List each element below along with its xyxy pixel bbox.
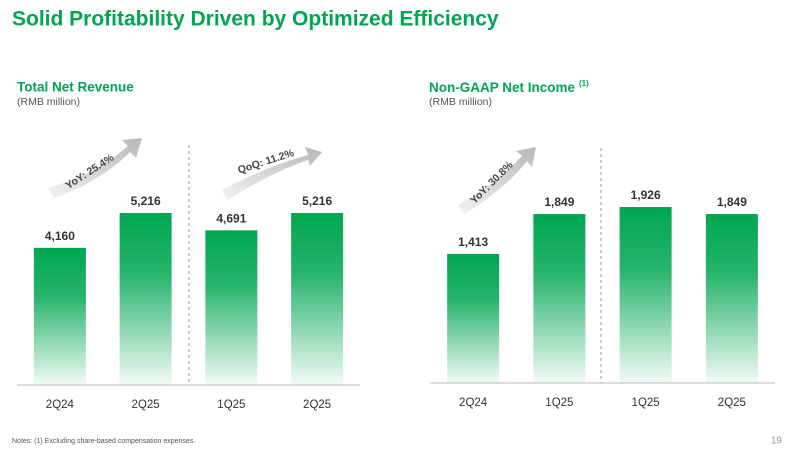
annotation: YoY: 30.8% — [468, 159, 516, 207]
chart-title: Non-GAAP Net Income (1) — [429, 79, 589, 94]
chart-title-text: Non-GAAP Net Income — [429, 80, 576, 95]
x-tick-label: 1Q25 — [217, 399, 245, 411]
arrow — [48, 138, 142, 198]
bar — [205, 230, 258, 385]
value-label: 1,413 — [458, 235, 488, 249]
arrow — [458, 147, 536, 214]
chart-subtitle: (RMB million) — [17, 96, 80, 108]
x-tick-label: 2Q25 — [132, 399, 160, 411]
value-label: 1,926 — [631, 188, 661, 202]
annotation: YoY: 25.4% — [64, 151, 117, 191]
slide-title: Solid Profitability Driven by Optimized … — [12, 8, 499, 31]
bar — [33, 247, 86, 385]
x-tick-label: 2Q24 — [46, 399, 75, 411]
value-label: 5,216 — [302, 194, 332, 208]
arrow — [222, 147, 322, 200]
value-label: 1,849 — [544, 195, 574, 209]
bar — [533, 214, 586, 383]
bar — [619, 207, 672, 383]
footnote: Notes: (1) Excluding share-based compens… — [12, 438, 195, 445]
value-label: 4,691 — [216, 211, 246, 225]
x-tick-label: 2Q25 — [718, 397, 746, 409]
chart-subtitle: (RMB million) — [429, 96, 492, 108]
bar — [447, 253, 500, 383]
bar — [705, 214, 758, 383]
chart-title: Total Net Revenue — [17, 80, 134, 95]
value-label: 1,849 — [717, 195, 747, 209]
bar — [291, 213, 344, 385]
page-number: 19 — [771, 436, 783, 447]
x-tick-label: 1Q25 — [632, 397, 660, 409]
bar — [119, 213, 172, 385]
x-tick-label: 2Q24 — [459, 397, 488, 409]
value-label: 4,160 — [45, 229, 75, 243]
x-tick-label: 2Q25 — [303, 399, 331, 411]
x-tick-label: 1Q25 — [545, 397, 573, 409]
value-label: 5,216 — [131, 194, 161, 208]
title-note: (1) — [579, 79, 589, 88]
